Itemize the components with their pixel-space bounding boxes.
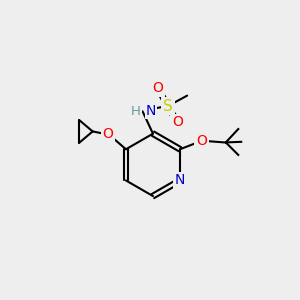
- Text: H: H: [131, 105, 141, 118]
- Text: N: N: [175, 173, 185, 188]
- Text: N: N: [146, 104, 156, 118]
- Text: S: S: [163, 98, 173, 113]
- Text: O: O: [103, 127, 113, 141]
- Text: O: O: [172, 116, 183, 129]
- Text: O: O: [196, 134, 207, 148]
- Text: O: O: [152, 81, 163, 95]
